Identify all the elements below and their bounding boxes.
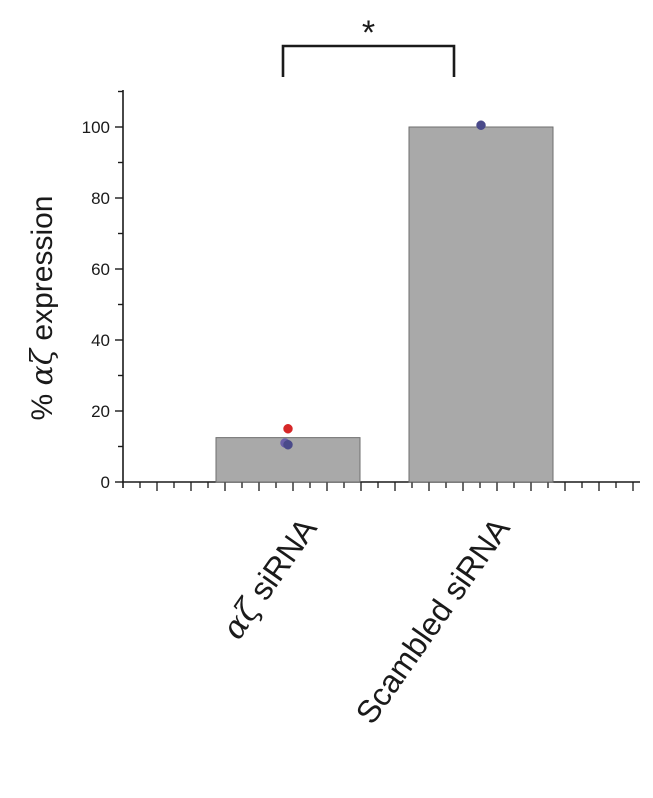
x-axis [123,481,640,491]
y-tick-label: 40 [91,331,110,350]
category-label: Scambled siRNA [349,511,518,730]
data-point [283,424,293,434]
data-point [476,120,486,130]
bars [215,126,554,483]
significance-star: * [362,14,375,52]
bar [408,126,554,483]
y-tick-label: 60 [91,260,110,279]
y-axis-title: % αζ expression [25,196,60,421]
data-points [280,120,486,450]
category-labels: αζ siRNA Scambled siRNA [214,510,518,730]
y-axis: 0 20 40 60 80 100 [82,90,124,492]
y-tick-label: 0 [101,473,110,492]
data-point [283,439,293,450]
y-tick-label: 80 [91,189,110,208]
y-tick-label: 20 [91,402,110,421]
significance-bracket: * [281,14,456,77]
category-label: αζ siRNA [214,510,325,646]
y-tick-label: 100 [82,118,110,137]
significance-bracket-line [281,44,456,77]
